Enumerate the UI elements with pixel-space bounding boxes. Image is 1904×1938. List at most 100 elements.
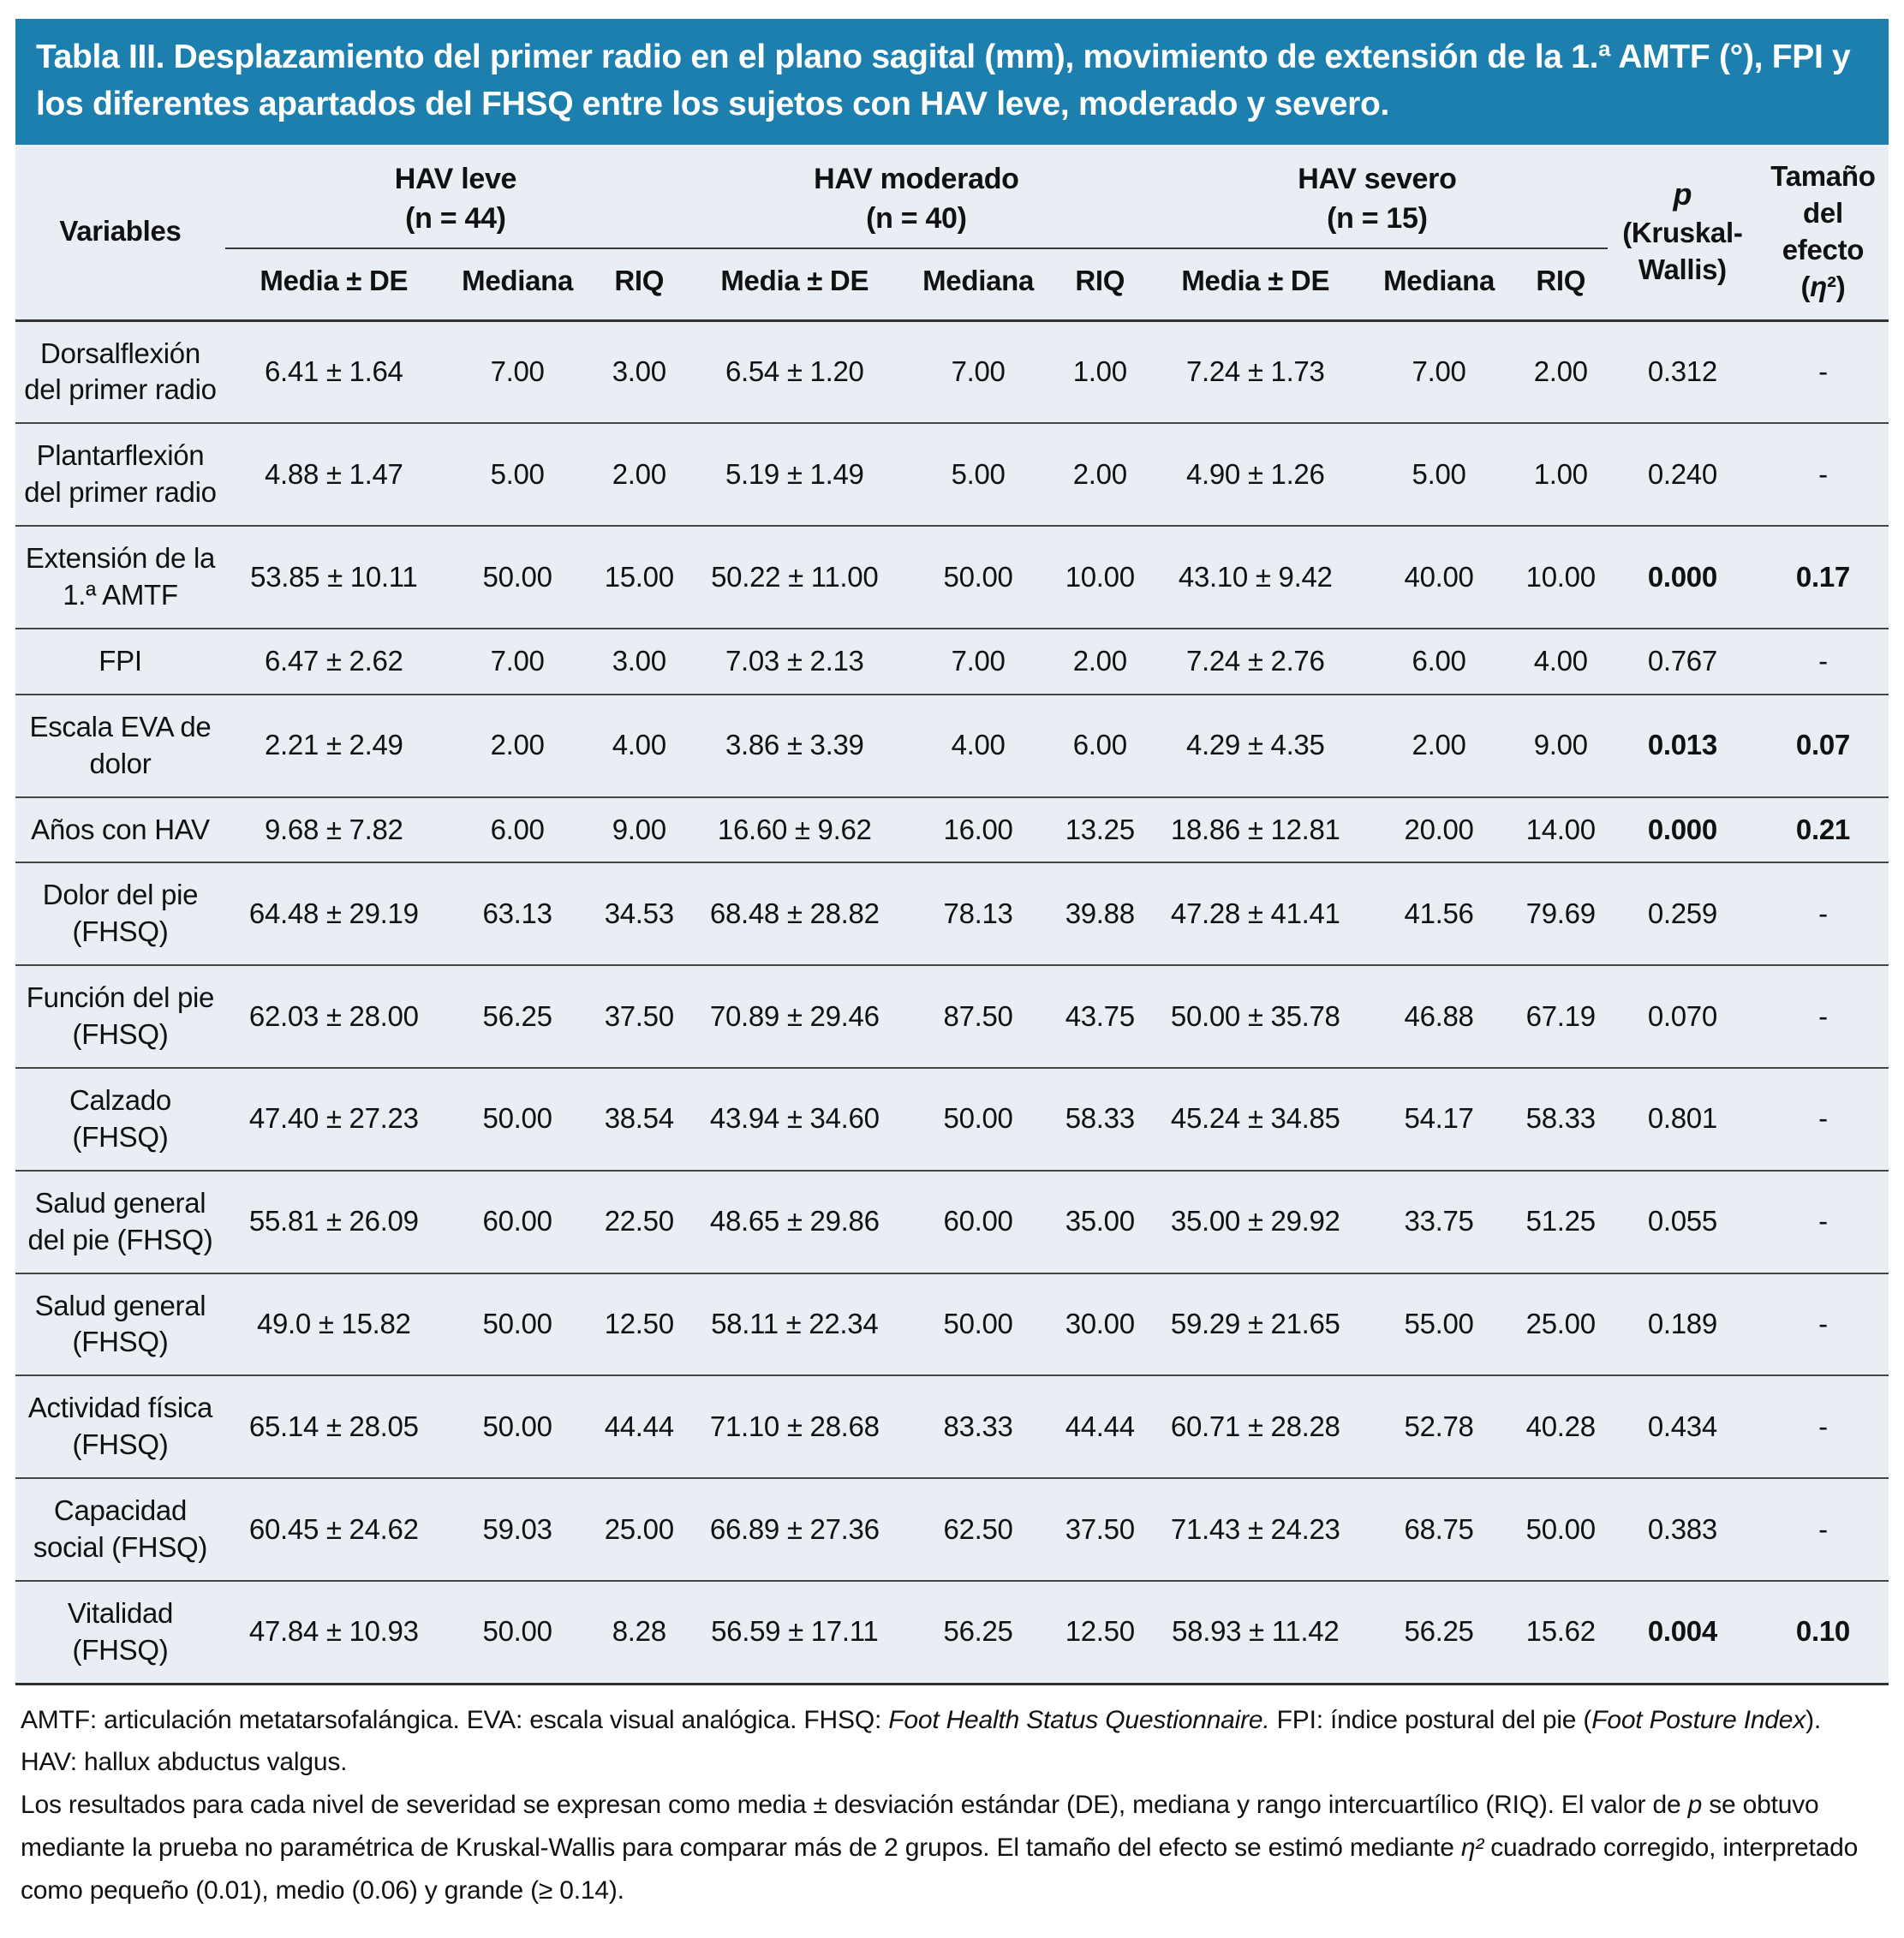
value-cell: 35.00 ± 29.92 bbox=[1146, 1170, 1364, 1274]
table-row: Capacidad social (FHSQ) 60.45 ± 24.62 59.0… bbox=[15, 1478, 1889, 1582]
value-cell: 4.90 ± 1.26 bbox=[1146, 423, 1364, 528]
value-cell: 67.19 bbox=[1513, 965, 1608, 1069]
p-value-cell: 0.070 bbox=[1607, 965, 1758, 1069]
footnote-abbreviations: AMTF: articulación metatarsofalángica. E… bbox=[21, 1705, 1822, 1777]
value-cell: 2.00 bbox=[1053, 423, 1147, 528]
value-cell: 22.50 bbox=[592, 1170, 686, 1274]
value-cell: 66.89 ± 27.36 bbox=[685, 1478, 904, 1582]
footnote-methods: Los resultados para cada nivel de severi… bbox=[21, 1791, 1859, 1905]
value-cell: 2.00 bbox=[1513, 320, 1608, 425]
subheader-riq: RIQ bbox=[1513, 247, 1608, 322]
table-row: Actividad física (FHSQ) 65.14 ± 28.05 50.0… bbox=[15, 1375, 1889, 1480]
value-cell: 60.45 ± 24.62 bbox=[224, 1478, 443, 1582]
variable-label: Actividad física (FHSQ) bbox=[15, 1375, 225, 1480]
effect-size-cell: - bbox=[1757, 1273, 1889, 1377]
value-cell: 47.28 ± 41.41 bbox=[1146, 862, 1364, 967]
table-row: Escala EVA de dolor 2.21 ± 2.49 2.00 4.00 3.… bbox=[15, 694, 1889, 798]
value-cell: 43.10 ± 9.42 bbox=[1146, 526, 1364, 629]
value-cell: 50.00 bbox=[903, 1273, 1053, 1377]
value-cell: 51.25 bbox=[1513, 1170, 1608, 1274]
p-test-name: (Kruskal-Wallis) bbox=[1622, 217, 1743, 286]
value-cell: 7.00 bbox=[903, 628, 1053, 695]
results-table: Variables HAV leve (n = 44) HAV moderado… bbox=[15, 144, 1889, 1685]
value-cell: 70.89 ± 29.46 bbox=[685, 965, 904, 1069]
variable-label: FPI bbox=[15, 628, 225, 695]
value-cell: 7.24 ± 2.76 bbox=[1146, 628, 1364, 695]
table-row: Plantarflexión del primer radio 4.88 ± 1.… bbox=[15, 423, 1889, 528]
value-cell: 71.43 ± 24.23 bbox=[1146, 1478, 1364, 1582]
group-n: (n = 40) bbox=[866, 201, 967, 235]
subheader-riq: RIQ bbox=[1053, 247, 1147, 322]
column-header-effect-size: Tamaño del efecto (η²) bbox=[1757, 144, 1889, 322]
subheader-media-de: Media ± DE bbox=[1146, 247, 1364, 322]
value-cell: 1.00 bbox=[1053, 320, 1147, 425]
effect-size-cell: 0.07 bbox=[1757, 694, 1889, 798]
value-cell: 2.00 bbox=[442, 694, 593, 798]
value-cell: 50.00 bbox=[442, 1273, 593, 1377]
variable-label: Calzado (FHSQ) bbox=[15, 1068, 225, 1172]
effect-size-cell: - bbox=[1757, 423, 1889, 528]
effect-size-cell: 0.10 bbox=[1757, 1580, 1889, 1685]
table-row: Salud general del pie (FHSQ) 55.81 ± 26.0… bbox=[15, 1170, 1889, 1274]
value-cell: 71.10 ± 28.68 bbox=[685, 1375, 904, 1480]
value-cell: 12.50 bbox=[592, 1273, 686, 1377]
value-cell: 13.25 bbox=[1053, 796, 1147, 864]
value-cell: 58.33 bbox=[1053, 1068, 1147, 1172]
subheader-mediana: Mediana bbox=[903, 247, 1053, 322]
subheader-mediana: Mediana bbox=[442, 247, 593, 322]
value-cell: 48.65 ± 29.86 bbox=[685, 1170, 904, 1274]
value-cell: 39.88 bbox=[1053, 862, 1147, 967]
p-value-cell: 0.434 bbox=[1607, 1375, 1758, 1480]
value-cell: 2.00 bbox=[1364, 694, 1514, 798]
variable-label: Vitalidad (FHSQ) bbox=[15, 1580, 225, 1685]
value-cell: 35.00 bbox=[1053, 1170, 1147, 1274]
value-cell: 2.21 ± 2.49 bbox=[224, 694, 443, 798]
value-cell: 50.00 bbox=[903, 1068, 1053, 1172]
value-cell: 6.00 bbox=[1364, 628, 1514, 695]
effect-size-cell: - bbox=[1757, 1478, 1889, 1582]
group-label: HAV severo bbox=[1298, 162, 1457, 195]
effect-size-cell: 0.21 bbox=[1757, 796, 1889, 864]
value-cell: 5.00 bbox=[1364, 423, 1514, 528]
effect-size-cell: 0.17 bbox=[1757, 526, 1889, 629]
value-cell: 43.94 ± 34.60 bbox=[685, 1068, 904, 1172]
value-cell: 46.88 bbox=[1364, 965, 1514, 1069]
value-cell: 56.25 bbox=[442, 965, 593, 1069]
value-cell: 58.11 ± 22.34 bbox=[685, 1273, 904, 1377]
value-cell: 15.62 bbox=[1513, 1580, 1608, 1685]
value-cell: 50.00 bbox=[442, 1375, 593, 1480]
value-cell: 54.17 bbox=[1364, 1068, 1514, 1172]
variable-label: Salud general (FHSQ) bbox=[15, 1273, 225, 1377]
table-row: Función del pie (FHSQ) 62.03 ± 28.00 56.25… bbox=[15, 965, 1889, 1069]
value-cell: 10.00 bbox=[1513, 526, 1608, 629]
value-cell: 4.00 bbox=[903, 694, 1053, 798]
value-cell: 50.00 bbox=[1513, 1478, 1608, 1582]
value-cell: 47.84 ± 10.93 bbox=[224, 1580, 443, 1685]
effect-size-unit: (η²) bbox=[1800, 270, 1846, 302]
value-cell: 14.00 bbox=[1513, 796, 1608, 864]
table-row: FPI 6.47 ± 2.62 7.00 3.00 7.03 ± 2.13 7.00 2.0… bbox=[15, 628, 1889, 695]
value-cell: 87.50 bbox=[903, 965, 1053, 1069]
value-cell: 6.00 bbox=[442, 796, 593, 864]
value-cell: 50.00 bbox=[442, 1068, 593, 1172]
value-cell: 65.14 ± 28.05 bbox=[224, 1375, 443, 1480]
value-cell: 50.00 bbox=[903, 526, 1053, 629]
group-n: (n = 44) bbox=[405, 201, 506, 235]
variable-label: Capacidad social (FHSQ) bbox=[15, 1478, 225, 1582]
value-cell: 58.33 bbox=[1513, 1068, 1608, 1172]
value-cell: 79.69 bbox=[1513, 862, 1608, 967]
value-cell: 2.00 bbox=[592, 423, 686, 528]
variable-label: Extensión de la 1.ª AMTF bbox=[15, 526, 225, 629]
value-cell: 5.19 ± 1.49 bbox=[685, 423, 904, 528]
value-cell: 33.75 bbox=[1364, 1170, 1514, 1274]
value-cell: 16.60 ± 9.62 bbox=[685, 796, 904, 864]
p-value-cell: 0.000 bbox=[1607, 796, 1758, 864]
p-value-cell: 0.055 bbox=[1607, 1170, 1758, 1274]
group-header-hav-leve: HAV leve (n = 44) bbox=[224, 144, 686, 249]
value-cell: 64.48 ± 29.19 bbox=[224, 862, 443, 967]
value-cell: 2.00 bbox=[1053, 628, 1147, 695]
value-cell: 7.00 bbox=[1364, 320, 1514, 425]
value-cell: 34.53 bbox=[592, 862, 686, 967]
value-cell: 15.00 bbox=[592, 526, 686, 629]
